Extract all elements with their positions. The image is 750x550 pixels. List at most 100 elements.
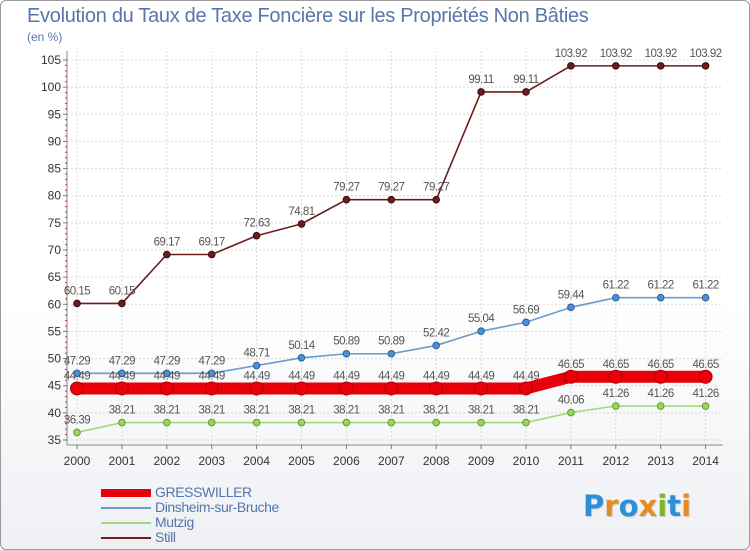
data-point (522, 88, 530, 96)
series-group (70, 62, 713, 437)
legend-swatch-dinsheim (101, 507, 151, 509)
x-tick-label: 2012 (602, 454, 629, 468)
data-point (73, 369, 81, 378)
y-tick-label: 90 (48, 134, 62, 148)
data-label: 41.26 (648, 388, 674, 400)
data-point (342, 418, 351, 427)
data-label: 79.27 (378, 182, 404, 194)
logo-letter: i (657, 489, 668, 523)
axes (66, 51, 723, 446)
data-label: 44.49 (513, 370, 539, 382)
y-tick-label: 85 (48, 162, 62, 176)
data-point (249, 381, 264, 396)
data-point (114, 381, 129, 396)
data-label: 47.29 (64, 355, 90, 367)
data-point (294, 381, 309, 396)
data-label: 61.22 (603, 280, 629, 292)
data-label: 61.22 (648, 280, 674, 292)
x-tick-label: 2013 (647, 454, 674, 468)
data-point (384, 381, 399, 396)
legend-label: GRESSWILLER (155, 484, 252, 500)
data-label: 52.42 (423, 327, 449, 339)
data-label: 44.49 (154, 370, 180, 382)
data-point (612, 402, 620, 410)
data-label: 38.21 (513, 405, 539, 417)
data-point (207, 369, 216, 378)
x-tick-label: 2006 (333, 454, 360, 468)
data-label: 38.21 (154, 405, 180, 417)
data-point (701, 62, 710, 70)
data-point (207, 418, 216, 427)
data-label: 99.11 (513, 74, 539, 86)
logo-letter: r (604, 489, 619, 523)
data-point (522, 418, 530, 427)
legend-label: Mutzig (155, 514, 194, 530)
data-point (387, 418, 396, 427)
data-label: 38.21 (378, 405, 404, 417)
data-point (656, 293, 665, 302)
x-tick-label: 2004 (243, 454, 270, 468)
data-label: 79.27 (333, 182, 359, 194)
data-label: 38.21 (333, 405, 359, 417)
data-point (656, 62, 665, 70)
data-point (701, 402, 710, 410)
data-label: 55.04 (468, 313, 495, 325)
data-point (567, 408, 575, 417)
data-label: 44.49 (333, 370, 359, 382)
y-tick-label: 50 (48, 352, 62, 366)
data-point (73, 299, 81, 308)
data-label: 38.21 (109, 405, 135, 417)
data-label: 44.49 (109, 370, 135, 382)
logo-letter: x (638, 489, 658, 523)
data-label: 38.21 (423, 405, 449, 417)
data-point (297, 354, 306, 362)
data-point (252, 418, 261, 427)
data-label: 99.11 (468, 74, 494, 86)
data-point (163, 250, 171, 259)
data-labels: 44.49 44.49 44.49 44.49 44.49 44.49 44.49 44.49… (64, 48, 722, 427)
data-point (432, 341, 441, 350)
data-point (519, 381, 533, 396)
data-point (70, 381, 84, 396)
data-label: 47.29 (109, 355, 135, 367)
y-tick-label: 75 (48, 216, 62, 230)
data-label: 38.21 (243, 405, 269, 417)
legend-label: Still (155, 529, 176, 545)
data-point (474, 381, 489, 396)
data-label: 72.63 (243, 218, 269, 230)
data-label: 48.71 (243, 348, 269, 360)
data-point (656, 402, 665, 410)
x-tick-label: 2002 (153, 454, 180, 468)
data-label: 79.27 (423, 182, 449, 194)
y-tick-label: 35 (48, 433, 62, 447)
data-point (339, 381, 354, 396)
data-point (159, 381, 174, 396)
data-point (163, 418, 171, 427)
data-label: 69.17 (199, 237, 225, 249)
data-label: 44.49 (423, 370, 449, 382)
data-label: 44.49 (64, 370, 90, 382)
x-tick-label: 2003 (198, 454, 225, 468)
data-label: 46.65 (692, 359, 718, 371)
y-tick-label: 55 (48, 324, 62, 338)
data-point (207, 250, 216, 259)
data-point (118, 299, 126, 308)
x-tick-label: 2011 (558, 454, 584, 468)
data-point (698, 369, 713, 384)
x-tick-label: 2014 (692, 454, 719, 468)
logo-letter: P (583, 489, 605, 523)
data-label: 38.21 (199, 405, 225, 417)
data-point (653, 369, 668, 384)
data-point (567, 62, 575, 70)
data-point (477, 418, 485, 427)
data-point (297, 418, 306, 427)
data-label: 60.15 (64, 285, 90, 297)
data-label: 50.14 (288, 340, 315, 352)
data-point (701, 293, 710, 302)
data-point (563, 369, 578, 384)
data-label: 36.39 (64, 414, 90, 426)
y-tick-label: 105 (41, 53, 61, 67)
data-label: 103.92 (555, 48, 587, 60)
data-label: 47.29 (154, 355, 180, 367)
